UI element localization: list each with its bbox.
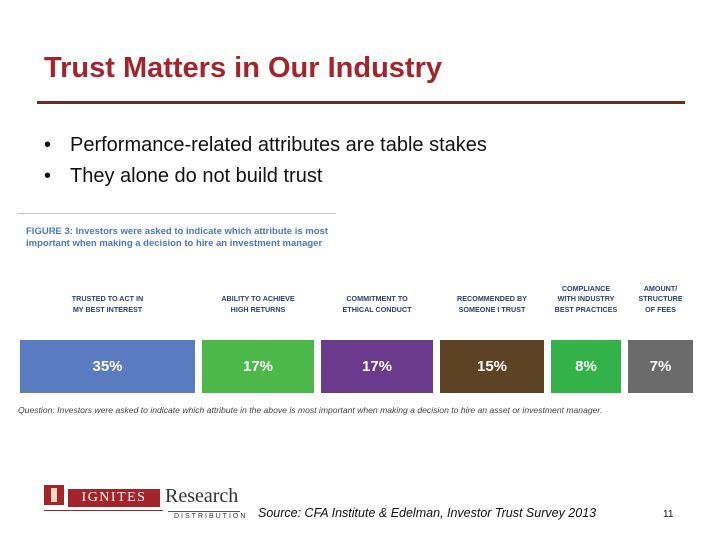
chart-category-label: AMOUNT/STRUCTURE OF FEES <box>626 284 696 316</box>
slide-title: Trust Matters in Our Industry <box>44 52 442 84</box>
logo-ignites-text: IGNITES <box>68 489 160 507</box>
title-divider <box>37 101 685 104</box>
ignites-research-logo: IGNITES Research DISTRIBUTION <box>44 485 245 521</box>
chart-category-line: ETHICAL CONDUCT <box>342 304 412 314</box>
logo-research-text: Research <box>165 485 239 507</box>
figure-question: Question: Investors were asked to indica… <box>18 405 603 415</box>
logo-mark-icon <box>44 485 64 505</box>
logo-distribution-text: DISTRIBUTION <box>174 513 248 520</box>
chart-category-line: COMMITMENT TO <box>346 294 408 303</box>
bullet-item: • They alone do not build trust <box>44 161 487 192</box>
chart-value-label: 15% <box>476 358 508 375</box>
figure-caption-text: Investors were asked to indicate which a… <box>26 226 328 249</box>
chart-category-line: COMPLIANCE <box>561 283 611 293</box>
chart-value-label: 35% <box>92 358 123 375</box>
chart-category-line: STRUCTURE <box>638 294 683 303</box>
chart-category-label: RECOMMENDED BY SOMEONE I TRUST <box>440 294 544 315</box>
logo-underline <box>44 510 163 511</box>
bullet-marker: • <box>44 165 52 187</box>
chart-category-line: HIGH RETURNS <box>230 304 286 314</box>
chart-bar-6: 7% <box>628 340 693 393</box>
chart-category-label: TRUSTED TO ACT IN MY BEST INTEREST <box>20 294 195 315</box>
bullet-item: • Performance-related attributes are tab… <box>44 130 487 161</box>
chart-category-line: BEST PRACTICES <box>554 304 618 314</box>
logo-rule <box>168 511 240 512</box>
bullet-text: Performance-related attributes are table… <box>70 134 487 156</box>
figure-caption: FIGURE 3: Investors were asked to indica… <box>26 226 336 250</box>
page-number: 11 <box>663 509 674 520</box>
figure-caption-label: FIGURE 3: <box>26 226 73 237</box>
chart-bar-3: 17% <box>321 340 433 393</box>
chart-category-label: COMPLIANCE WITH INDUSTRY BEST PRACTICES <box>551 284 621 316</box>
bullet-list: • Performance-related attributes are tab… <box>44 130 487 192</box>
chart-category-line: RECOMMENDED BY <box>457 294 527 303</box>
chart-category-label: ABILITY TO ACHIEVE HIGH RETURNS <box>202 294 314 315</box>
chart-category-line: SOMEONE I TRUST <box>458 304 526 314</box>
chart-category-line: OF FEES <box>645 304 676 314</box>
chart-value-label: 8% <box>575 358 597 375</box>
chart-category-line: AMOUNT/ <box>643 283 678 293</box>
chart-value-label: 7% <box>649 358 672 375</box>
chart-value-label: 17% <box>361 358 393 375</box>
figure-divider <box>18 213 336 214</box>
chart-bar-1: 35% <box>20 340 195 393</box>
bullet-marker: • <box>44 134 52 156</box>
chart-value-label: 17% <box>242 358 274 375</box>
chart-bar-2: 17% <box>202 340 314 393</box>
bullet-text: They alone do not build trust <box>70 165 323 187</box>
chart-category-line: WITH INDUSTRY <box>557 294 615 303</box>
chart-category-label: COMMITMENT TO ETHICAL CONDUCT <box>321 294 433 315</box>
chart-bar-5: 8% <box>551 340 621 393</box>
chart-category-line: MY BEST INTEREST <box>72 304 143 314</box>
chart-category-line: ABILITY TO ACHIEVE <box>221 294 295 303</box>
chart-category-line: TRUSTED TO ACT IN <box>71 294 144 303</box>
source-citation: Source: CFA Institute & Edelman, Investo… <box>258 506 597 520</box>
chart-bar-4: 15% <box>440 340 544 393</box>
